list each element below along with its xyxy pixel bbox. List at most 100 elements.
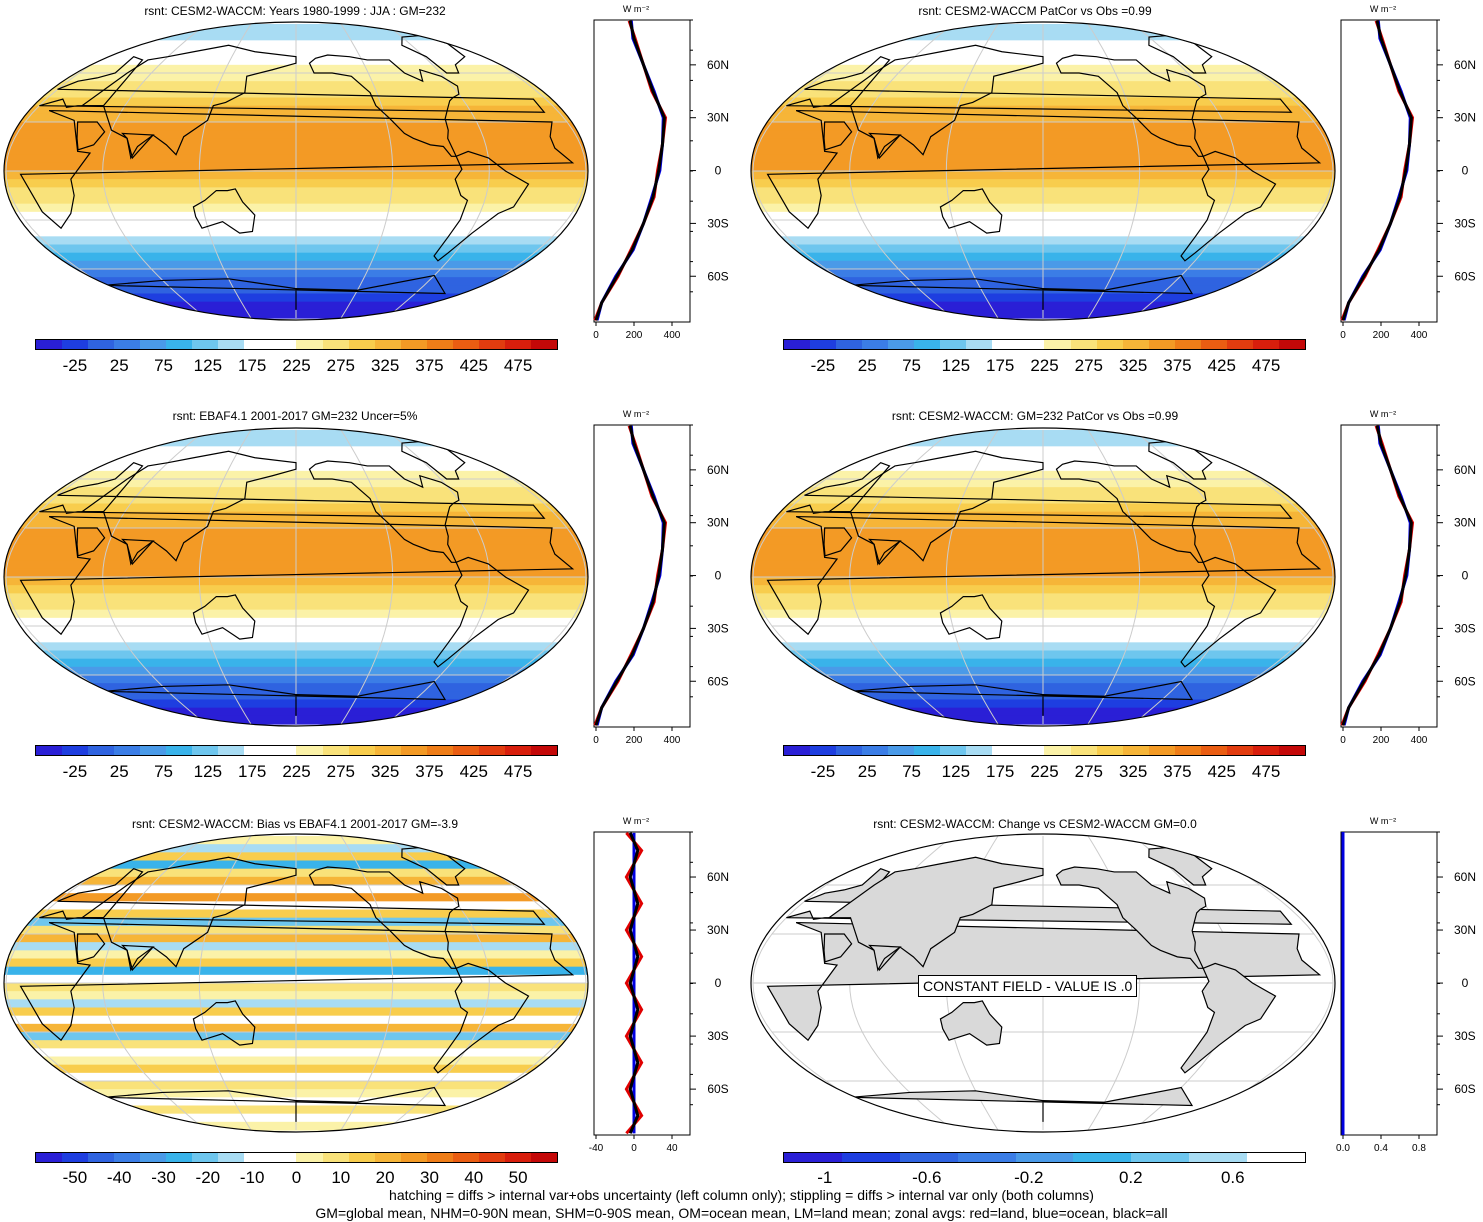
continent-outline	[76, 933, 106, 963]
panel-title: rsnt: CESM2-WACCM: Years 1980-1999 : JJA…	[144, 4, 446, 18]
continent-outline	[433, 150, 530, 262]
colorbar-swatch	[452, 746, 479, 755]
profile-line-all	[594, 20, 666, 321]
colorbar-tick-label: 225	[1030, 356, 1059, 375]
continent-outline	[1180, 150, 1277, 262]
gridline	[1177, 23, 1334, 319]
continent-outline	[121, 538, 155, 566]
colorbar-swatch	[88, 1153, 115, 1162]
colorbar-swatch	[836, 340, 863, 349]
lat-tick-label: 0	[1462, 164, 1469, 178]
gridline	[752, 835, 909, 1131]
colorbar-tick-label: 25	[857, 356, 877, 375]
colorbar-swatch	[270, 340, 297, 349]
colorbar-tick-label: 325	[1118, 762, 1148, 781]
colorbar-tick-label: 25	[857, 762, 877, 781]
colorbar-swatch	[1073, 1153, 1132, 1162]
lat-tick-label: 0	[715, 164, 722, 178]
colorbar-tick-label: 125	[193, 356, 223, 375]
lat-tick-label: 60N	[1454, 463, 1476, 477]
profile-line-all	[1341, 20, 1413, 321]
continent-outline	[103, 680, 447, 716]
colorbar-swatch	[888, 340, 915, 349]
continent-outline	[868, 132, 902, 160]
colorbar-swatch	[296, 1153, 323, 1162]
colorbar-tick-label: 425	[1207, 762, 1236, 781]
colorbar-swatch	[218, 1153, 245, 1162]
continent-outline	[939, 1000, 1003, 1046]
gridline	[102, 23, 207, 319]
continent-outline	[1055, 866, 1207, 969]
continent-outline	[850, 1086, 1194, 1122]
continent-outline	[868, 538, 902, 566]
colorbar-tick-label: 425	[459, 762, 488, 781]
colorbar-tick-label: 175	[985, 762, 1015, 781]
lat-tick-label: 0	[715, 976, 722, 990]
continent-outline	[823, 933, 853, 963]
colorbar-swatch	[810, 340, 837, 349]
colorbar-swatch	[140, 746, 167, 755]
colorbar-swatch	[244, 746, 271, 755]
continent-outline	[39, 461, 546, 519]
map-border	[3, 833, 589, 1133]
colorbar-swatch	[1278, 746, 1305, 755]
colorbar-swatch	[992, 340, 1019, 349]
profile-unit: W m⁻²	[1370, 4, 1396, 14]
continent-outline	[1055, 54, 1207, 157]
colorbar-tick-label: 175	[237, 356, 267, 375]
colorbar-swatch	[530, 1153, 557, 1162]
colorbar-tick-label: 125	[941, 762, 971, 781]
colorbar-swatch	[322, 746, 349, 755]
x-tick-label: 400	[664, 735, 681, 746]
colorbar-tick-label: 475	[503, 762, 533, 781]
continent-outline	[823, 527, 853, 557]
colorbar-swatch	[270, 1153, 297, 1162]
x-tick-label: 0	[631, 1143, 637, 1154]
gridline	[1132, 23, 1237, 319]
colorbar-tick-label: 225	[282, 356, 311, 375]
colorbar-swatch	[1015, 1153, 1074, 1162]
gridline	[430, 835, 587, 1131]
x-tick-label: 400	[1411, 735, 1428, 746]
continent-outline	[786, 461, 1293, 519]
colorbar-swatch	[1070, 340, 1097, 349]
world-map	[3, 833, 589, 1133]
profile-frame	[593, 19, 691, 323]
colorbar-swatch	[62, 746, 89, 755]
map-border	[750, 833, 1336, 1133]
gridline	[340, 429, 394, 725]
gridline	[1087, 23, 1141, 319]
colorbar-tick-label: 275	[1074, 762, 1103, 781]
lat-tick-label: 60S	[707, 674, 728, 688]
lat-tick-label: 60S	[1454, 269, 1475, 283]
zonal-mean-profile: W m⁻² 60N 30N 0 30S 60S 0 200 400	[1340, 409, 1476, 746]
continent-outline	[80, 856, 297, 972]
x-tick-label: 200	[626, 330, 643, 341]
gridline	[430, 429, 587, 725]
x-tick-label: 0.8	[1412, 1143, 1426, 1154]
x-tick-label: 0	[593, 735, 599, 746]
lat-tick-label: 60S	[1454, 1082, 1475, 1096]
colorbar-labels: -25 25 75 125 175 225 275 325 375 425 475	[35, 356, 558, 378]
continent-outline	[1055, 460, 1207, 563]
colorbar-swatch	[114, 746, 141, 755]
colorbar-swatch	[1131, 1153, 1190, 1162]
world-map	[3, 427, 589, 727]
colorbar-swatch	[1018, 340, 1045, 349]
lat-tick-label: 60S	[707, 1082, 728, 1096]
colorbar-tick-label: 50	[508, 1168, 528, 1187]
colorbar-tick-label: 375	[415, 762, 444, 781]
colorbar	[35, 339, 558, 350]
colorbar-tick-label: 275	[1074, 356, 1103, 375]
colorbar-tick-label: 175	[985, 356, 1015, 375]
lat-tick-label: 30S	[707, 621, 728, 635]
colorbar-swatch	[810, 746, 837, 755]
x-tick-label: 0	[1340, 330, 1346, 341]
x-tick-label: 200	[1373, 735, 1390, 746]
colorbar	[783, 1152, 1306, 1163]
continent-outline	[121, 944, 155, 972]
profile-frame	[1340, 831, 1438, 1136]
colorbar-tick-label: 25	[109, 356, 129, 375]
colorbar-swatch	[36, 340, 63, 349]
colorbar-swatch	[140, 340, 167, 349]
